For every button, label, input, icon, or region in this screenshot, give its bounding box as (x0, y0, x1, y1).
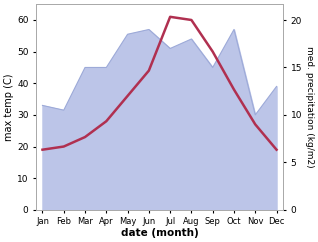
X-axis label: date (month): date (month) (121, 228, 198, 238)
Y-axis label: max temp (C): max temp (C) (4, 73, 14, 141)
Y-axis label: med. precipitation (kg/m2): med. precipitation (kg/m2) (305, 46, 314, 168)
